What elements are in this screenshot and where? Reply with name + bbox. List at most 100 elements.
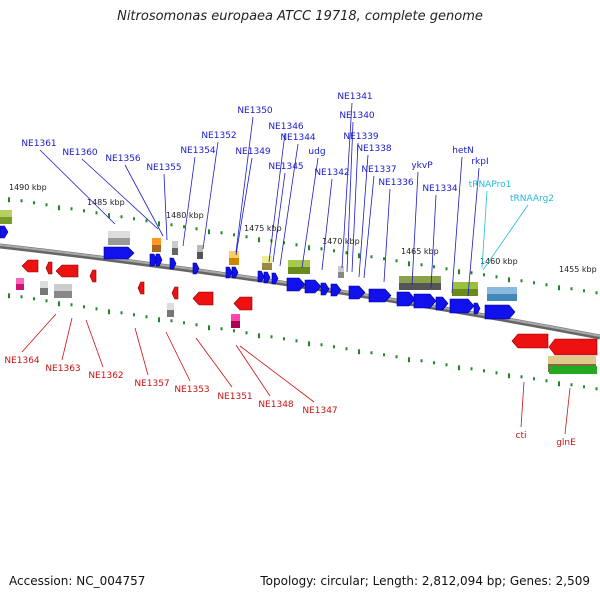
inner-scale-tick: [595, 387, 598, 391]
callout-line: [124, 164, 164, 237]
inner-scale-tick: [420, 359, 423, 363]
inner-scale-tick: [245, 331, 248, 335]
callout-line: [279, 143, 299, 267]
feature-box: [262, 263, 272, 270]
callout-line: [301, 157, 319, 269]
inner-scale-tick: [558, 381, 560, 387]
outer-scale-tick: [233, 233, 235, 237]
forward-gene-arrow: [413, 293, 437, 309]
forward-gene-arrow: [304, 279, 322, 294]
feature-box: [338, 266, 344, 272]
outer-scale-tick: [8, 197, 10, 203]
callout-line: [85, 319, 104, 368]
inner-scale-tick: [120, 311, 123, 315]
inner-scale-tick: [108, 309, 110, 315]
gene-label: NE1364: [4, 356, 40, 366]
outer-scale-tick: [558, 285, 560, 291]
outer-scale-tick: [220, 231, 223, 235]
gene-label: NE1362: [88, 371, 123, 381]
forward-gene-arrow: [192, 262, 200, 275]
gene-label: NE1339: [343, 132, 379, 142]
callout-line: [383, 188, 391, 283]
callout-line: [21, 313, 57, 353]
scale-label: 1470 kbp: [322, 237, 360, 246]
outer-scale-tick: [283, 241, 285, 245]
gene-label: NE1348: [258, 400, 294, 410]
gene-label: glnE: [556, 438, 576, 448]
reverse-gene-arrow: [21, 259, 39, 273]
outer-scale-tick: [95, 211, 98, 215]
forward-gene-arrow: [435, 296, 449, 311]
gene-label: NE1349: [235, 147, 271, 157]
feature-box: [229, 258, 239, 265]
outer-scale-tick: [358, 253, 360, 259]
gene-label: NE1340: [339, 111, 375, 121]
inner-scale-tick: [233, 329, 235, 333]
callout-line: [451, 156, 463, 294]
forward-gene-arrow: [103, 246, 135, 260]
outer-scale-tick: [245, 235, 248, 239]
outer-scale-tick: [333, 249, 335, 253]
feature-box: [54, 284, 72, 291]
feature-box: [152, 238, 161, 245]
forward-gene-arrow: [155, 253, 163, 267]
scale-label: 1485 kbp: [87, 198, 125, 207]
feature-box: [229, 251, 239, 258]
outer-scale-tick: [345, 251, 348, 255]
callout-line: [61, 317, 73, 361]
forward-gene-arrow: [225, 266, 233, 279]
callout-line: [430, 194, 437, 289]
outer-scale-tick: [583, 289, 585, 293]
callout-line: [195, 337, 233, 388]
forward-gene-arrow: [368, 288, 392, 303]
inner-scale-tick: [458, 365, 460, 371]
outer-scale-tick: [570, 287, 573, 291]
gene-label: cti: [516, 431, 527, 441]
outer-scale-tick: [195, 227, 198, 231]
gene-label: NE1363: [45, 364, 80, 374]
gene-label: NE1355: [146, 163, 181, 173]
inner-scale-tick: [495, 371, 498, 375]
inner-scale-tick: [33, 297, 35, 301]
inner-scale-tick: [470, 367, 473, 371]
scale-label: 1480 kbp: [166, 211, 204, 220]
callout-line: [321, 178, 333, 271]
inner-scale-tick: [45, 299, 48, 303]
map-title: Nitrosomonas europaea ATCC 19718, comple…: [117, 9, 483, 24]
feature-box: [548, 356, 596, 364]
inner-scale-tick: [158, 317, 160, 323]
feature-box: [452, 289, 478, 296]
outer-scale-tick: [170, 223, 173, 227]
forward-gene-arrow: [473, 302, 481, 315]
feature-box: [487, 294, 517, 301]
callout-line: [363, 175, 375, 279]
inner-scale-tick: [395, 355, 398, 359]
feature-box: [399, 276, 441, 283]
gene-label: NE1337: [361, 165, 396, 175]
forward-gene-arrow: [231, 266, 239, 279]
inner-scale-tick: [183, 321, 185, 325]
outer-scale-tick: [408, 261, 410, 267]
outer-scale-tick: [470, 271, 473, 275]
outer-scale-tick: [595, 291, 598, 295]
callout-line: [235, 157, 253, 256]
feature-box: [16, 278, 24, 284]
gene-label: NE1342: [314, 168, 349, 178]
outer-scale-tick: [395, 259, 398, 263]
feature-box: [452, 282, 478, 289]
outer-scale-tick: [20, 199, 23, 203]
forward-gene-arrow: [0, 225, 9, 239]
forward-gene-arrow: [149, 253, 158, 267]
inner-scale-tick: [333, 345, 335, 349]
inner-scale-tick: [345, 347, 348, 351]
outer-scale-tick: [108, 213, 110, 219]
outer-scale-tick: [208, 229, 210, 235]
feature-box: [0, 210, 12, 217]
reverse-gene-arrow: [511, 333, 549, 349]
callout-line: [81, 158, 159, 230]
forward-gene-arrow: [169, 257, 177, 270]
scale-label: 1465 kbp: [401, 247, 439, 256]
forward-gene-arrow: [396, 291, 416, 307]
forward-gene-arrow: [549, 366, 597, 374]
